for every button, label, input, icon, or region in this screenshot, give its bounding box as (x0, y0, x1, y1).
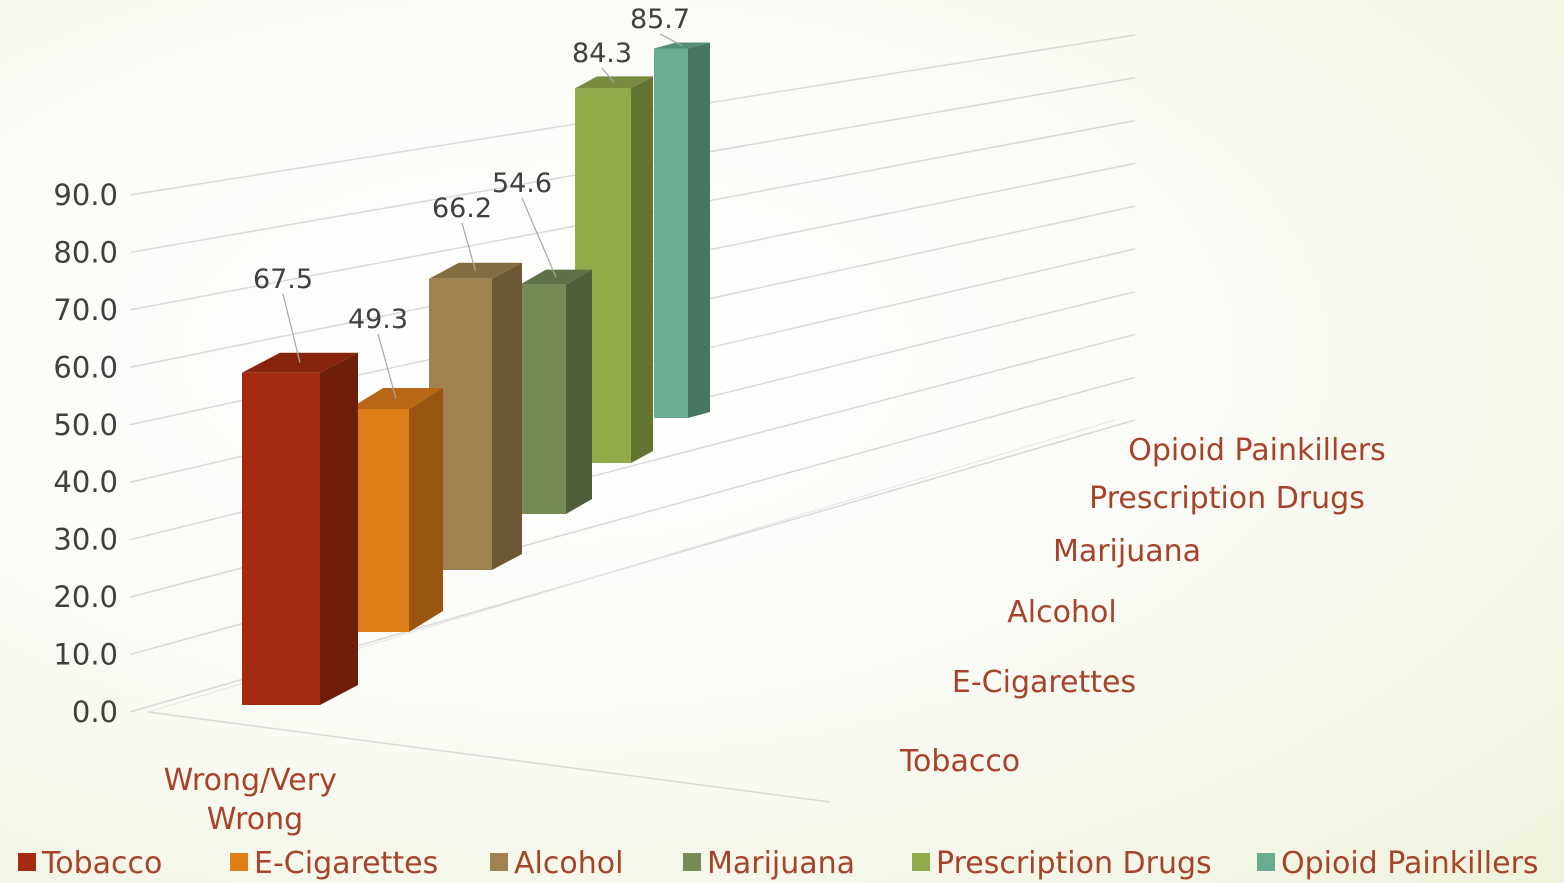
depth-axis-label: Alcohol (1007, 595, 1116, 630)
legend-swatch (683, 853, 701, 871)
bar-side-face (631, 76, 653, 463)
y-tick-label: 80.0 (53, 235, 118, 269)
data-label-leader (659, 33, 683, 47)
data-label-leader (601, 67, 615, 83)
legend-item: E-Cigarettes (230, 846, 438, 881)
bar-e-cigarettes (349, 388, 443, 632)
y-tick-label: 10.0 (53, 638, 118, 672)
legend-label: E-Cigarettes (254, 846, 438, 881)
y-tick-label: 40.0 (53, 465, 118, 499)
bar-front-face (654, 48, 688, 418)
legend-swatch (18, 853, 36, 871)
legend-swatch (1257, 853, 1275, 871)
bar-side-face (320, 352, 358, 705)
bar-tobacco (242, 352, 358, 705)
data-label: 66.2 (432, 193, 492, 224)
bar-alcohol (429, 262, 522, 570)
depth-axis: Tobacco E-Cigarettes Alcohol Marijuana Presc… (899, 433, 1386, 779)
legend-item: Marijuana (683, 846, 855, 881)
x-category-label: Wrong/Very Wrong (164, 763, 347, 837)
data-label-leader (521, 197, 557, 278)
data-labels: 85.784.3 54.666.2 49.3 67.5 (253, 4, 690, 399)
y-tick-label: 70.0 (53, 293, 118, 327)
y-tick-label: 0.0 (72, 695, 118, 729)
data-label: 84.3 (572, 38, 632, 69)
bars (242, 42, 710, 705)
depth-axis-label: Tobacco (899, 744, 1020, 779)
y-tick-label: 90.0 (53, 178, 118, 212)
legend: Tobacco E-Cigarettes Alcohol Marijuana Presc… (18, 846, 1539, 881)
legend-item: Prescription Drugs (912, 846, 1212, 881)
depth-axis-label: Marijuana (1053, 534, 1201, 569)
data-label-leader (461, 222, 477, 271)
bar-side-face (688, 42, 710, 418)
data-label-leader (377, 333, 397, 399)
bar-front-face (242, 372, 320, 705)
bar-front-face (429, 278, 492, 570)
depth-axis-label: Opioid Painkillers (1128, 433, 1386, 468)
data-label: 85.7 (630, 4, 690, 35)
legend-item: Tobacco (18, 846, 162, 881)
y-tick-label: 20.0 (53, 580, 118, 614)
data-label: 49.3 (348, 304, 408, 335)
legend-item: Opioid Painkillers (1257, 846, 1539, 881)
y-tick-label: 60.0 (53, 350, 118, 384)
legend-swatch (490, 853, 508, 871)
bar-front-face (349, 409, 409, 632)
bar-opioid-painkillers (654, 42, 710, 418)
legend-label: Opioid Painkillers (1281, 846, 1539, 881)
depth-axis-label: E-Cigarettes (952, 665, 1136, 700)
bar-side-face (566, 269, 592, 514)
bar-side-face (409, 388, 443, 632)
data-label-leader (282, 293, 301, 363)
y-axis: 0.0 10.0 20.0 30.0 40.0 50.0 60.0 70.0 80.0 90.0 (53, 178, 118, 729)
x-category-line-2: Wrong (207, 802, 303, 837)
depth-axis-label: Prescription Drugs (1089, 481, 1365, 516)
y-tick-label: 30.0 (53, 523, 118, 557)
legend-label: Tobacco (41, 846, 162, 881)
legend-swatch (912, 853, 930, 871)
legend-item: Alcohol (490, 846, 623, 881)
data-label: 54.6 (492, 168, 552, 199)
bar-marijuana (520, 269, 592, 514)
legend-label: Alcohol (514, 846, 623, 881)
x-category-line-1: Wrong/Very (164, 763, 337, 798)
floor-edge (147, 711, 831, 803)
bar-front-face (520, 284, 566, 514)
data-label: 67.5 (253, 264, 313, 295)
legend-swatch (230, 853, 248, 871)
legend-label: Prescription Drugs (936, 846, 1212, 881)
bar-side-face (492, 262, 522, 570)
y-tick-label: 50.0 (53, 408, 118, 442)
legend-label: Marijuana (707, 846, 855, 881)
